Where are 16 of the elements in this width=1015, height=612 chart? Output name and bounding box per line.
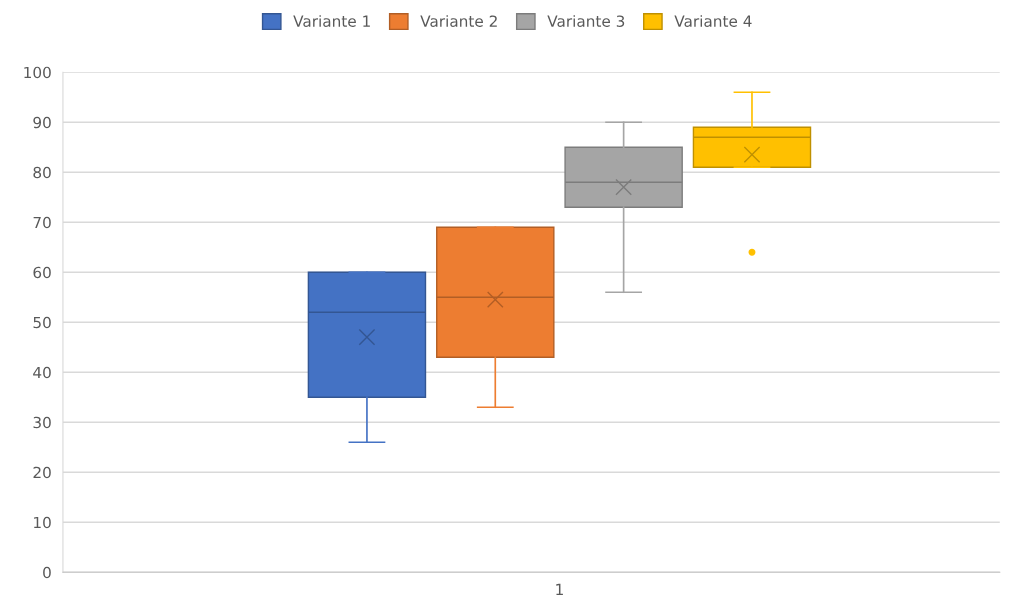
y-tick-label: 80 <box>33 166 51 179</box>
y-tick-label: 10 <box>34 516 51 529</box>
y-tick-label: 60 <box>33 266 51 279</box>
y-tick-label: 20 <box>33 466 51 479</box>
y-tick-label: 100 <box>24 66 51 79</box>
legend-label: Variante 2 <box>420 15 497 27</box>
y-tick-label: 30 <box>33 416 51 429</box>
y-tick-label: 50 <box>33 316 51 329</box>
y-tick-label: 40 <box>33 366 51 379</box>
y-tick-label: 0 <box>43 566 51 579</box>
x-tick-label: 1 <box>556 583 563 595</box>
legend-label: Variante 3 <box>547 15 625 27</box>
y-tick-label: 70 <box>33 216 51 229</box>
legend-label: Variante 4 <box>674 15 752 27</box>
y-tick-label: 90 <box>33 116 51 129</box>
legend-label: Variante 1 <box>293 15 370 27</box>
